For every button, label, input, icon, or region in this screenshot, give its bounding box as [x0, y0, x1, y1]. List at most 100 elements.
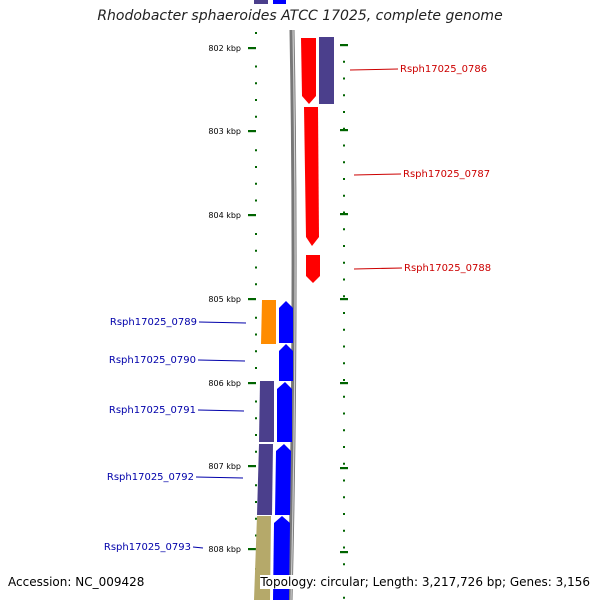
- minor-tick: [343, 194, 345, 197]
- gene-label-left[interactable]: Rsph17025_0791: [109, 405, 196, 416]
- minor-tick: [343, 228, 345, 231]
- gene-rsph17025-0792[interactable]: [257, 444, 273, 515]
- minor-tick: [343, 513, 345, 515]
- gene-label-left[interactable]: Rsph17025_0789: [110, 317, 197, 328]
- minor-tick: [343, 245, 345, 247]
- minor-tick: [343, 178, 345, 180]
- topology-text: Topology: circular; Length: 3,217,726 bp…: [260, 575, 590, 589]
- leader-line: [195, 476, 244, 479]
- major-tick: [248, 47, 256, 50]
- gene-rsph17025-0789[interactable]: [261, 300, 276, 344]
- major-tick: [248, 465, 256, 468]
- gene-label-right[interactable]: Rsph17025_0787: [403, 169, 490, 180]
- major-tick: [340, 467, 348, 470]
- minor-tick: [343, 529, 345, 532]
- minor-tick: [255, 249, 257, 252]
- gene-label-right[interactable]: Rsph17025_0788: [404, 263, 491, 274]
- feature-top-left-2[interactable]: [273, 0, 286, 4]
- major-tick: [340, 298, 348, 301]
- major-tick: [248, 214, 256, 217]
- gene-label-left[interactable]: Rsph17025_0792: [107, 472, 194, 483]
- gene-rsph17025-0786b[interactable]: [319, 37, 334, 104]
- gene-label-left[interactable]: Rsph17025_0790: [109, 355, 196, 366]
- minor-tick: [343, 144, 345, 147]
- minor-tick: [343, 295, 345, 298]
- gene-rsph17025-0792b[interactable]: [275, 444, 291, 515]
- minor-tick: [343, 462, 345, 465]
- minor-tick: [343, 546, 345, 549]
- minor-tick: [343, 596, 345, 599]
- minor-tick: [255, 417, 257, 420]
- scale-label: 804 kbp: [208, 211, 241, 220]
- leader-line: [349, 68, 399, 71]
- minor-tick: [343, 496, 345, 499]
- major-tick: [340, 551, 348, 554]
- leader-line: [353, 173, 402, 176]
- scale-label: 807 kbp: [208, 462, 241, 471]
- minor-tick: [255, 316, 257, 319]
- accession-text: Accession: NC_009428: [8, 575, 145, 589]
- gene-rsph17025-0791b[interactable]: [277, 382, 292, 442]
- gene-rsph17025-0786[interactable]: [301, 38, 316, 104]
- gene-label-left[interactable]: Rsph17025_0793: [104, 542, 191, 553]
- minor-tick: [255, 434, 257, 436]
- minor-tick: [343, 94, 345, 97]
- gene-label-right[interactable]: Rsph17025_0786: [400, 64, 487, 75]
- minor-tick: [343, 446, 345, 448]
- scale-label: 808 kbp: [208, 545, 241, 554]
- minor-tick: [343, 111, 345, 113]
- minor-tick: [343, 161, 345, 164]
- minor-tick: [255, 283, 257, 286]
- minor-tick: [255, 199, 257, 202]
- minor-tick: [255, 534, 257, 537]
- minor-tick: [343, 395, 345, 398]
- gene-labels: Rsph17025_0786 Rsph17025_0787 Rsph17025_07…: [104, 64, 491, 553]
- major-tick: [248, 130, 256, 133]
- minor-tick: [343, 412, 345, 415]
- gene-rsph17025-0790[interactable]: [279, 344, 293, 381]
- minor-tick: [343, 278, 345, 281]
- genome-backbone-highlight: [290, 29, 296, 600]
- minor-tick: [343, 429, 345, 432]
- minor-tick: [343, 379, 345, 381]
- major-tick: [248, 548, 256, 551]
- minor-tick: [255, 82, 257, 85]
- minor-tick: [255, 149, 257, 152]
- major-tick: [248, 298, 256, 301]
- minor-tick: [343, 312, 345, 314]
- minor-tick: [255, 166, 257, 168]
- minor-tick: [343, 362, 345, 365]
- leader-line: [197, 409, 245, 412]
- major-tick: [340, 213, 348, 216]
- minor-tick: [255, 266, 257, 269]
- scale-label: 802 kbp: [208, 44, 241, 53]
- major-tick: [340, 382, 348, 385]
- minor-tick: [343, 345, 345, 348]
- map-title: Rhodobacter sphaeroides ATCC 17025, comp…: [97, 8, 503, 24]
- minor-tick: [255, 484, 257, 487]
- major-tick: [340, 129, 348, 132]
- minor-tick: [255, 367, 257, 369]
- minor-tick: [255, 32, 257, 34]
- major-tick: [248, 382, 256, 385]
- gene-rsph17025-0788[interactable]: [306, 255, 320, 283]
- minor-tick: [255, 65, 257, 68]
- minor-tick: [343, 479, 345, 482]
- feature-top-left[interactable]: [254, 0, 268, 4]
- minor-tick: [343, 261, 345, 264]
- gene-rsph17025-0791[interactable]: [259, 381, 274, 442]
- scale-label: 805 kbp: [208, 295, 241, 304]
- minor-tick: [255, 501, 257, 503]
- gene-rsph17025-0789b[interactable]: [279, 301, 293, 343]
- minor-tick: [343, 77, 345, 80]
- major-tick: [340, 44, 348, 47]
- gene-rsph17025-0787[interactable]: [304, 107, 319, 246]
- minor-tick: [255, 115, 257, 118]
- minor-tick: [343, 328, 345, 331]
- scale-label: 803 kbp: [208, 127, 241, 136]
- minor-tick: [255, 400, 257, 403]
- leader-line: [192, 546, 204, 549]
- genome-backbone: [287, 29, 297, 600]
- minor-tick: [255, 99, 257, 101]
